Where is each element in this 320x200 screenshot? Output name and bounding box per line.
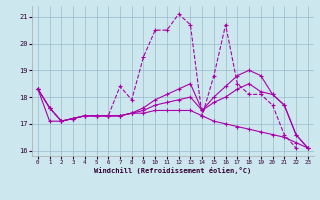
X-axis label: Windchill (Refroidissement éolien,°C): Windchill (Refroidissement éolien,°C) (94, 167, 252, 174)
